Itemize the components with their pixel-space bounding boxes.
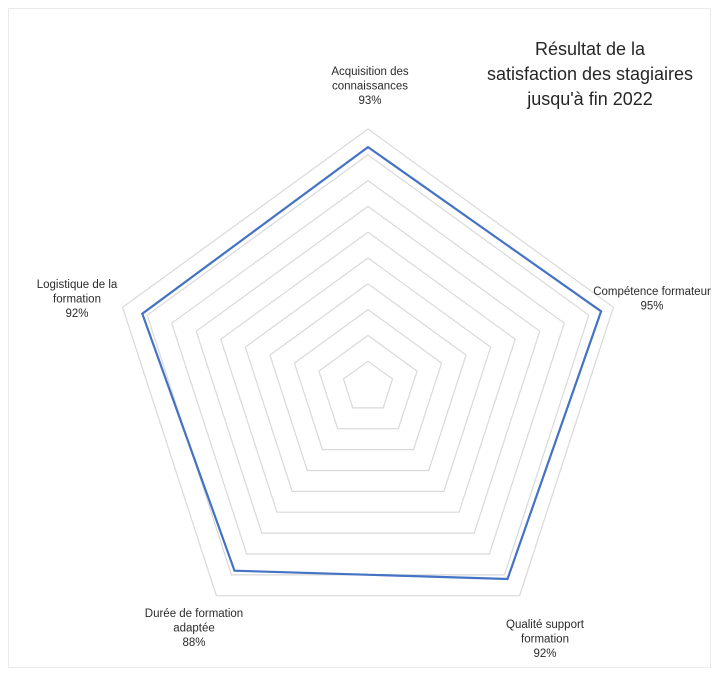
- axis-label-group: Qualité support formation 92%: [506, 619, 585, 660]
- data-value-label: 92%: [533, 648, 556, 660]
- grid-ring: [293, 308, 443, 451]
- chart-title-line: satisfaction des stagiaires: [487, 64, 693, 84]
- grid-ring: [318, 334, 418, 430]
- axis-category-label: connaissances: [332, 81, 408, 93]
- data-value-label: 88%: [182, 637, 205, 649]
- series-line: [140, 145, 603, 581]
- data-value-label: 95%: [640, 301, 663, 313]
- axis-label-group: Acquisition des connaissances 93%: [331, 66, 409, 107]
- axis-category-label: Compétence formateur: [593, 286, 711, 298]
- data-value-label: 93%: [358, 95, 381, 107]
- axis-category-label: formation: [521, 634, 569, 646]
- axis-label-group: Logistique de la formation 92%: [37, 279, 118, 320]
- axis-label-group: Durée de formation adaptée 88%: [145, 608, 243, 649]
- chart-title: Résultat de la satisfaction des stagiaire…: [487, 39, 693, 109]
- grid-ring: [269, 283, 467, 472]
- grid-ring: [195, 205, 541, 534]
- axis-label-group: Compétence formateur 95%: [593, 286, 711, 313]
- axis-category-label: Qualité support: [506, 619, 585, 631]
- chart-title-line: Résultat de la: [535, 39, 646, 59]
- data-value-label: 92%: [65, 308, 88, 320]
- radar-series: [140, 145, 603, 581]
- chart-border: [8, 8, 711, 668]
- radar-grid: [121, 128, 615, 597]
- axis-category-label: adaptée: [173, 623, 215, 635]
- axis-category-label: Acquisition des: [331, 66, 409, 78]
- grid-ring: [170, 179, 566, 555]
- axis-category-label: formation: [53, 294, 101, 306]
- chart-title-line: jusqu'à fin 2022: [526, 89, 653, 109]
- grid-ring: [244, 257, 492, 492]
- grid-ring: [342, 360, 394, 409]
- axis-labels: Acquisition des connaissances 93% Compétenc…: [37, 66, 711, 660]
- axis-category-label: Durée de formation: [145, 608, 243, 620]
- grid-ring: [220, 231, 516, 513]
- grid-ring: [121, 128, 615, 597]
- axis-category-label: Logistique de la: [37, 279, 118, 291]
